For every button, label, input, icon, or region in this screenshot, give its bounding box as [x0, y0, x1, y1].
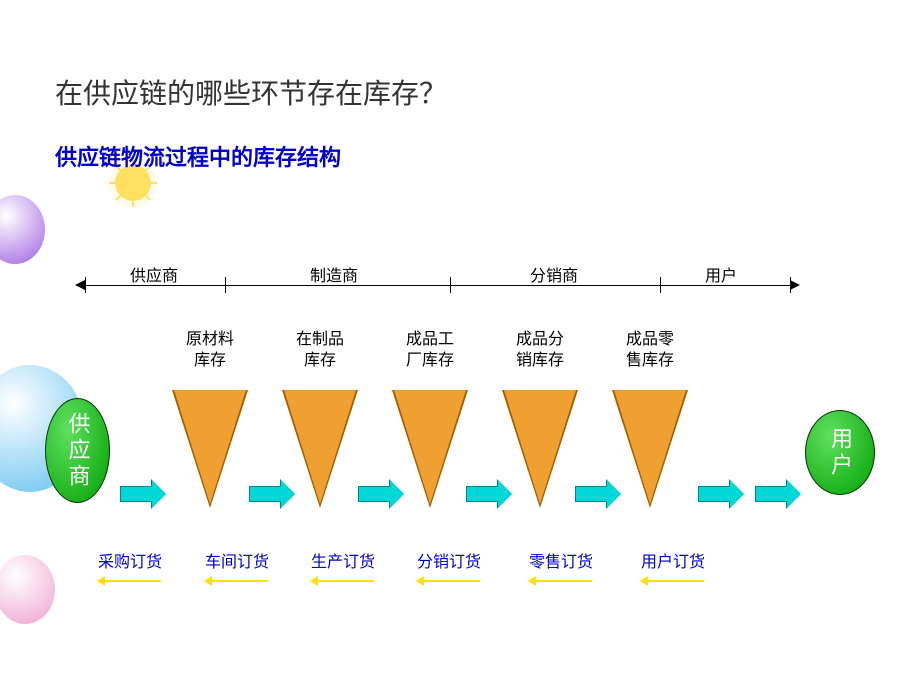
order-arrow [105, 580, 161, 582]
page-title: 在供应链的哪些环节存在库存？ [55, 72, 447, 112]
axis-label: 制造商 [310, 262, 358, 286]
order-arrow [648, 580, 704, 582]
order-label: 生产订货 [303, 548, 383, 572]
axis-tick [660, 277, 661, 293]
order-label: 采购订货 [90, 548, 170, 572]
page-subtitle: 供应链物流过程中的库存结构 [55, 140, 341, 172]
balloon-decoration [0, 555, 55, 624]
axis-tick [225, 277, 226, 293]
inventory-label: 原材料库存 [180, 330, 240, 372]
axis-tick [790, 277, 791, 293]
flow-arrow [466, 480, 512, 508]
endpoint-ellipse: 供应商 [45, 398, 110, 503]
flow-arrow [575, 480, 621, 508]
axis-line [85, 285, 790, 286]
order-label: 车间订货 [197, 548, 277, 572]
order-label: 用户订货 [633, 548, 713, 572]
axis-label: 分销商 [530, 262, 578, 286]
inventory-label: 成品分销库存 [510, 330, 570, 372]
flow-arrow [358, 480, 404, 508]
inventory-label: 成品工厂库存 [400, 330, 460, 372]
order-arrow [424, 580, 480, 582]
balloon-decoration [0, 195, 45, 264]
order-label: 分销订货 [409, 548, 489, 572]
inventory-label: 成品零售库存 [620, 330, 680, 372]
inventory-label: 在制品库存 [290, 330, 350, 372]
axis-tick [85, 277, 86, 293]
order-label: 零售订货 [521, 548, 601, 572]
axis-tick [450, 277, 451, 293]
flow-arrow [120, 480, 166, 508]
flow-arrow [249, 480, 295, 508]
flow-arrow [755, 480, 801, 508]
endpoint-ellipse: 用户 [805, 410, 875, 495]
order-arrow [212, 580, 268, 582]
flow-arrow [698, 480, 744, 508]
order-arrow [318, 580, 374, 582]
order-arrow [536, 580, 592, 582]
axis-label: 用户 [705, 262, 737, 286]
axis-label: 供应商 [130, 262, 178, 286]
